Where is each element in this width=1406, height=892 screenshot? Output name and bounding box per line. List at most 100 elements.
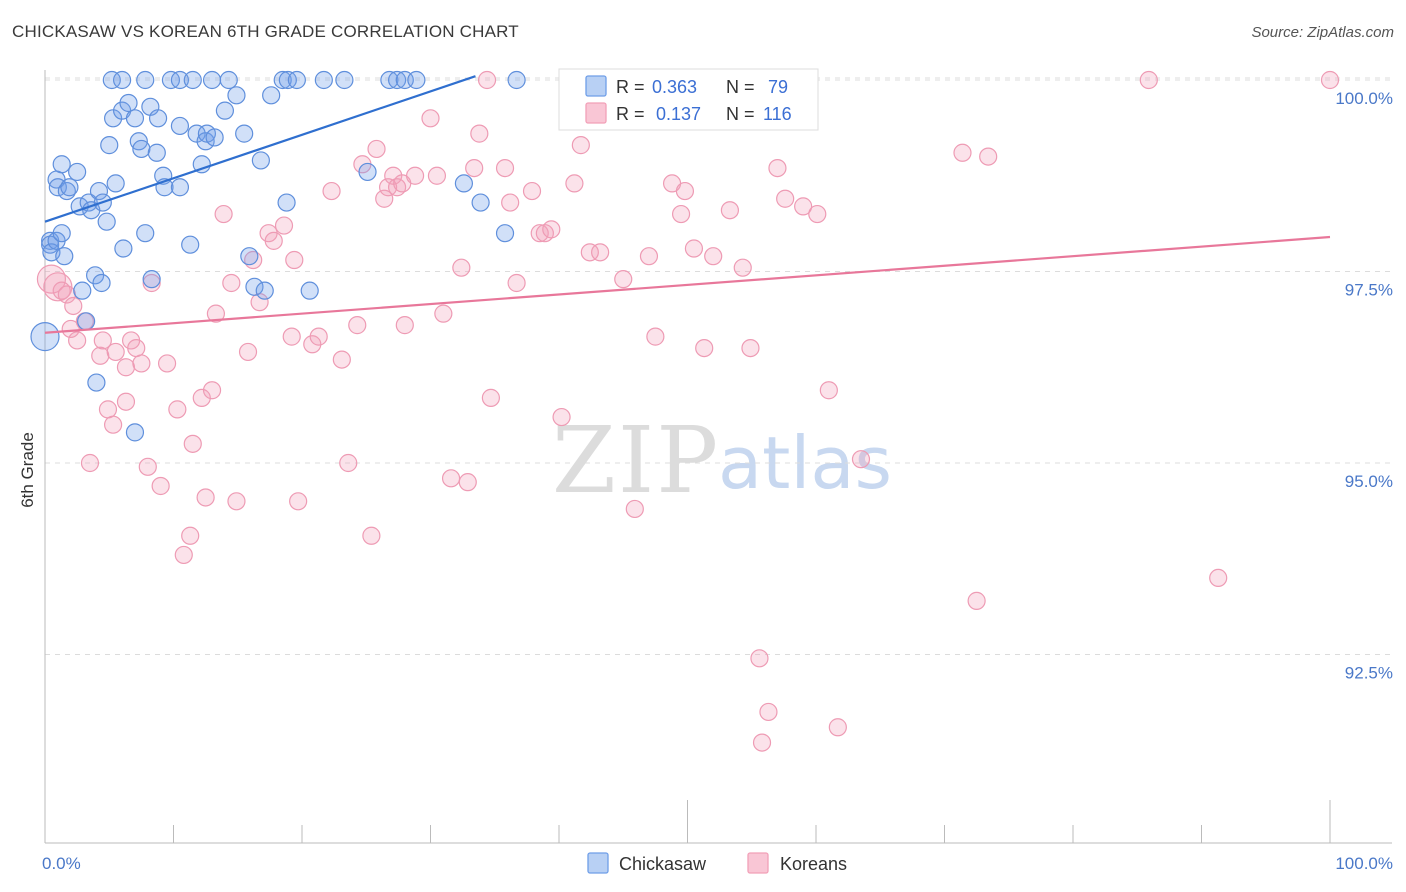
koreans-point bbox=[192, 388, 211, 407]
watermark: ZIP atlas bbox=[552, 407, 892, 514]
chickasaw-point bbox=[73, 281, 92, 300]
chickasaw-point bbox=[196, 132, 215, 151]
bottom-legend: Chickasaw Koreans bbox=[587, 852, 847, 874]
chickasaw-point bbox=[30, 322, 60, 352]
koreans-point bbox=[106, 342, 125, 362]
y-tick-label: 97.5% bbox=[1345, 281, 1393, 300]
chickasaw-point bbox=[97, 212, 116, 231]
koreans-point bbox=[851, 450, 871, 469]
koreans-point bbox=[953, 143, 972, 162]
chickasaw-point bbox=[240, 247, 259, 266]
chickasaw-point bbox=[92, 273, 111, 293]
koreans-r-value: 0.137 bbox=[656, 104, 701, 124]
koreans-point bbox=[552, 407, 571, 427]
chickasaw-point bbox=[507, 70, 526, 90]
koreans-point bbox=[434, 304, 453, 323]
chickasaw-points bbox=[30, 70, 526, 442]
koreans-point bbox=[530, 224, 549, 243]
chickasaw-point bbox=[114, 239, 133, 258]
koreans-point bbox=[704, 247, 723, 266]
chickasaw-point bbox=[125, 109, 145, 128]
legend-koreans-swatch bbox=[747, 852, 769, 874]
koreans-point bbox=[507, 273, 526, 293]
koreans-point bbox=[91, 346, 110, 365]
koreans-point bbox=[481, 388, 500, 407]
koreans-point bbox=[57, 285, 76, 304]
chickasaw-point bbox=[183, 70, 202, 90]
koreans-point bbox=[116, 392, 136, 411]
koreans-point bbox=[684, 239, 704, 258]
grid bbox=[45, 77, 1392, 655]
chickasaw-point bbox=[136, 224, 155, 243]
koreans-point bbox=[132, 354, 151, 373]
koreans-point bbox=[322, 181, 341, 201]
chickasaw-point bbox=[52, 155, 71, 174]
chickasaw-point bbox=[170, 116, 190, 136]
chickasaw-point bbox=[471, 193, 490, 212]
koreans-point bbox=[206, 304, 226, 323]
koreans-point bbox=[227, 492, 246, 511]
chickasaw-swatch bbox=[585, 75, 607, 97]
koreans-point bbox=[375, 189, 394, 208]
chickasaw-point bbox=[60, 178, 79, 197]
koreans-point bbox=[776, 189, 795, 208]
koreans-point bbox=[138, 457, 157, 476]
koreans-point bbox=[98, 400, 118, 419]
koreans-point bbox=[794, 197, 813, 216]
koreans-point bbox=[238, 342, 258, 362]
koreans-point bbox=[151, 476, 170, 496]
koreans-point bbox=[174, 545, 193, 565]
chickasaw-point bbox=[68, 162, 87, 182]
koreans-point bbox=[1320, 70, 1340, 90]
koreans-point bbox=[43, 272, 73, 302]
chickasaw-point bbox=[100, 136, 119, 155]
koreans-point bbox=[93, 331, 112, 350]
chickasaw-n-label: N = bbox=[726, 77, 755, 97]
chart-title: CHICKASAW VS KOREAN 6TH GRADE CORRELATIO… bbox=[12, 22, 519, 41]
koreans-point bbox=[752, 733, 772, 752]
koreans-point bbox=[828, 718, 847, 737]
chickasaw-r-label: R = bbox=[616, 77, 645, 97]
koreans-point bbox=[441, 469, 461, 488]
koreans-point bbox=[741, 339, 760, 358]
chickasaw-point bbox=[102, 70, 121, 90]
koreans-r-label: R = bbox=[616, 104, 645, 124]
chickasaw-point bbox=[192, 155, 211, 174]
koreans-point bbox=[646, 327, 665, 346]
koreans-point bbox=[477, 70, 497, 90]
koreans-point bbox=[339, 453, 358, 473]
chickasaw-point bbox=[314, 70, 333, 90]
chickasaw-point bbox=[106, 174, 125, 193]
chickasaw-point bbox=[227, 86, 246, 105]
koreans-point bbox=[264, 231, 283, 250]
koreans-point bbox=[495, 158, 515, 178]
koreans-point bbox=[1209, 568, 1228, 588]
legend-chickasaw-label: Chickasaw bbox=[619, 854, 707, 874]
koreans-point bbox=[157, 354, 177, 373]
chickasaw-trend-line bbox=[44, 75, 476, 223]
koreans-point bbox=[733, 258, 752, 277]
koreans-point bbox=[362, 526, 381, 545]
chickasaw-point bbox=[147, 143, 166, 162]
koreans-point bbox=[127, 339, 146, 358]
koreans-point bbox=[750, 649, 769, 668]
koreans-point bbox=[427, 166, 447, 185]
chickasaw-point bbox=[132, 139, 151, 159]
chickasaw-point bbox=[300, 281, 319, 300]
axes: 92.5% 95.0% 97.5% 100.0% 0.0% 100.0% bbox=[42, 70, 1393, 873]
chickasaw-point bbox=[358, 162, 377, 182]
chickasaw-point bbox=[277, 193, 296, 212]
koreans-n-value: 116 bbox=[763, 104, 792, 124]
chickasaw-point bbox=[273, 70, 292, 90]
chickasaw-point bbox=[52, 224, 71, 243]
stats-legend: R = 0.363 N = 79 R = 0.137 N = 116 bbox=[558, 68, 819, 131]
koreans-point bbox=[614, 270, 633, 289]
koreans-n-label: N = bbox=[726, 104, 755, 124]
koreans-point bbox=[591, 243, 610, 262]
y-axis-label: 6th Grade bbox=[18, 432, 37, 508]
koreans-point bbox=[421, 109, 440, 128]
chickasaw-point bbox=[148, 109, 168, 128]
koreans-point bbox=[64, 296, 83, 316]
trend-lines bbox=[44, 75, 1331, 334]
